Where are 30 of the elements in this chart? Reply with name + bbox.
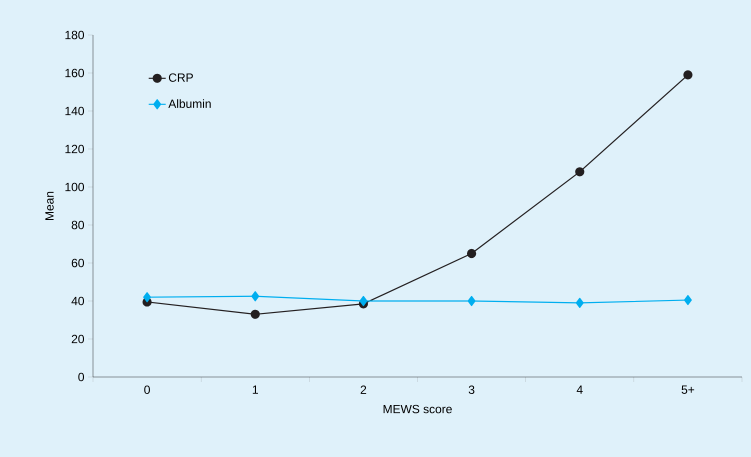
point bbox=[466, 248, 476, 258]
point bbox=[468, 296, 476, 306]
point bbox=[143, 292, 152, 302]
x-tick-label: 5+ bbox=[682, 386, 694, 394]
y-axis-title: Mean bbox=[45, 192, 54, 220]
x-tick-label: 0 bbox=[144, 386, 150, 394]
legend-label: CRP bbox=[168, 73, 193, 82]
y-tick-label: 80 bbox=[72, 220, 84, 230]
y-tick-label: 20 bbox=[72, 334, 84, 344]
point bbox=[576, 298, 584, 308]
point bbox=[683, 70, 693, 80]
point bbox=[359, 296, 368, 306]
y-tick-label: 100 bbox=[65, 182, 84, 192]
x-tick-label: 3 bbox=[468, 386, 474, 394]
point bbox=[684, 294, 692, 306]
y-tick-label: 120 bbox=[65, 144, 84, 154]
y-tick-label: 40 bbox=[71, 296, 84, 306]
y-tick-label: 140 bbox=[65, 106, 84, 116]
point bbox=[575, 167, 584, 176]
y-tick-label: 180 bbox=[65, 30, 84, 40]
x-axis-title: MEWS score bbox=[384, 404, 452, 414]
point bbox=[250, 310, 260, 319]
legend-label: Albumin bbox=[168, 99, 211, 108]
y-tick-label: 0 bbox=[78, 372, 84, 382]
y-tick-label: 160 bbox=[65, 68, 84, 78]
x-tick-label: 4 bbox=[576, 386, 583, 394]
y-tick-label: 60 bbox=[72, 258, 84, 268]
point bbox=[251, 291, 260, 302]
x-tick-label: 1 bbox=[252, 386, 258, 394]
x-tick-label: 2 bbox=[360, 386, 366, 394]
